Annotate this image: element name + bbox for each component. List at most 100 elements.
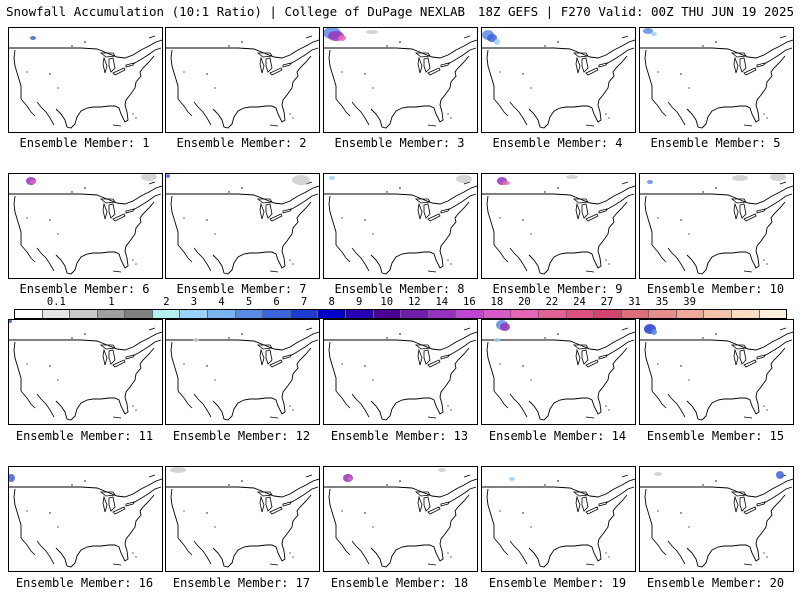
legend-swatch [373,310,402,318]
snowfall-patch [500,323,510,331]
snowfall-patch [566,175,578,179]
legend-swatch [318,310,346,318]
snowfall-patch [141,174,157,181]
snowfall-overlay [644,324,657,335]
chart-title: Snowfall Accumulation (10:1 Ratio) | Col… [6,4,466,19]
legend-swatch [290,310,319,318]
legend-tick-label: 10 [380,296,394,308]
snowfall-patch [193,338,199,342]
snowfall-patch [9,320,12,323]
ensemble-member-label: Ensemble Member: 9 [492,282,623,296]
legend-swatch [152,310,181,318]
ensemble-map-panel-5 [639,27,794,133]
usa-basemap [640,174,793,275]
snowfall-patch [732,175,748,181]
legend-swatch [732,310,760,318]
ensemble-member-label: Ensemble Member: 3 [334,136,465,150]
snowfall-patch [643,28,653,34]
ensemble-map-panel-7 [165,173,320,279]
legend-swatch [125,310,153,318]
ensemble-member-label: Ensemble Member: 15 [646,429,785,443]
legend-swatch [538,310,567,318]
ensemble-member-label: Ensemble Member: 11 [15,429,154,443]
snowfall-patch [487,34,497,42]
ensemble-map-panel-16 [8,466,163,572]
legend-swatch [208,310,236,318]
snowfall-overlay [643,28,657,36]
ensemble-member-label: Ensemble Member: 14 [488,429,627,443]
legend-swatch [97,310,126,318]
legend-tick-label: 18 [490,296,504,308]
legend-tick-label: 7 [300,296,308,308]
ensemble-member-label: Ensemble Member: 20 [646,576,785,590]
legend-swatch [70,310,98,318]
legend-swatch [235,310,264,318]
ensemble-map-panel-3 [323,27,478,133]
snowfall-overlay [166,174,310,185]
ensemble-map-panel-17 [165,466,320,572]
usa-basemap [482,320,635,421]
legend-tick-label: 0.1 [46,296,66,308]
ensemble-member-label: Ensemble Member: 13 [330,429,469,443]
snowfall-overlay [324,28,378,41]
snowfall-patch [654,472,662,476]
snowfall-patch [292,175,310,185]
ensemble-map-panel-2 [165,27,320,133]
snowfall-overlay [494,320,510,342]
legend-tick-label: 8 [328,296,335,308]
snowfall-overlay [509,477,515,481]
legend-swatch [263,310,291,318]
ensemble-member-label: Ensemble Member: 7 [176,282,307,296]
legend-tick-label: 6 [273,296,280,308]
ensemble-map-panel-8 [323,173,478,279]
ensemble-member-label: Ensemble Member: 6 [19,282,150,296]
ensemble-member-label: Ensemble Member: 18 [330,576,469,590]
ensemble-member-label: Ensemble Member: 17 [172,576,311,590]
usa-basemap [482,474,635,568]
legend-tick-label: 22 [545,296,559,308]
usa-basemap [482,30,635,129]
snowfall-patch [9,474,15,482]
legend-tick-label: 5 [245,296,253,308]
ensemble-member-label: Ensemble Member: 5 [650,136,781,150]
snowfall-overlay [9,474,15,482]
legend-tick-label: 35 [655,296,669,308]
snowfall-patch [329,176,335,180]
snowfall-overlay [482,30,500,45]
usa-basemap [9,320,162,421]
snowfall-patch [494,39,500,45]
snowfall-overlay [343,468,446,482]
legend-tick-label: 9 [356,296,363,308]
ensemble-map-panel-15 [639,319,794,425]
ensemble-member-label: Ensemble Member: 10 [646,282,785,296]
snowfall-patch [770,174,786,181]
usa-basemap [324,468,477,568]
ensemble-map-panel-13 [323,319,478,425]
ensemble-map-panel-11 [8,319,163,425]
snowfall-overlay [26,174,157,185]
snowfall-overlay [647,174,786,184]
legend-swatch [428,310,457,318]
legend-swatch [483,310,512,318]
usa-basemap [324,175,477,275]
legend-swatch [594,310,622,318]
ensemble-member-label: Ensemble Member: 8 [334,282,465,296]
snowfall-patch [438,468,446,472]
legend-swatch [704,310,733,318]
legend-swatch [759,310,787,318]
ensemble-map-panel-14 [481,319,636,425]
ensemble-map-panel-12 [165,319,320,425]
legend-swatch [676,310,705,318]
ensemble-member-label: Ensemble Member: 12 [172,429,311,443]
usa-basemap [166,174,319,275]
snowfall-patch [502,181,510,185]
legend-tick-label: 14 [435,296,449,308]
ensemble-map-panel-4 [481,27,636,133]
ensemble-map-panel-20 [639,466,794,572]
legend-tick-label: 2 [163,296,170,308]
snowfall-patch [30,180,36,184]
usa-basemap [166,327,319,421]
snowfall-patch [647,180,653,184]
snowfall-patch [338,35,346,41]
legend-tick-label: 39 [683,296,696,308]
